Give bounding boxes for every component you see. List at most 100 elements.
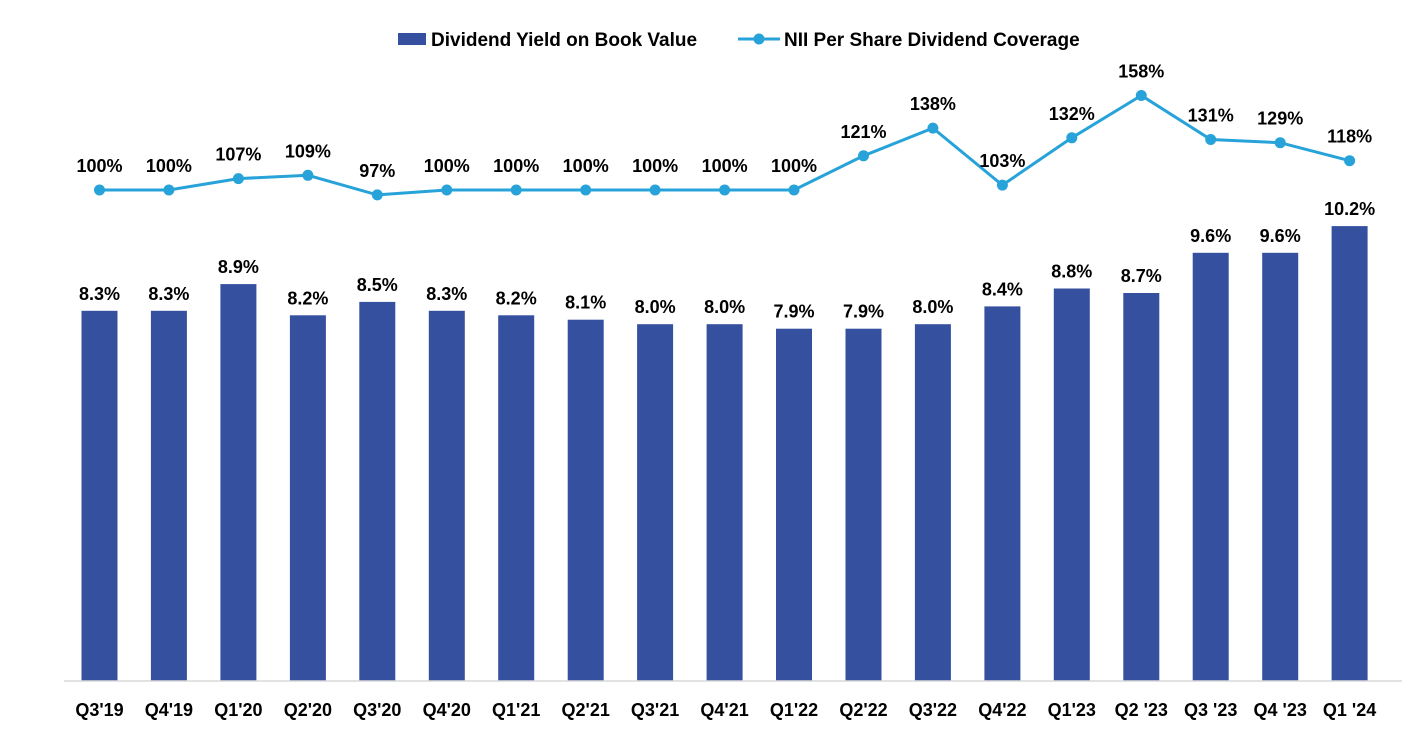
bar-11 — [845, 328, 882, 681]
line-label-17: 129% — [1257, 109, 1303, 129]
line-series — [94, 90, 1356, 201]
line-point-8 — [649, 184, 661, 196]
line-point-14 — [1066, 132, 1078, 144]
line-label-6: 100% — [493, 156, 539, 176]
bar-label-4: 8.5% — [357, 275, 398, 295]
legend-swatch-marker — [753, 33, 765, 45]
line-point-2 — [232, 173, 244, 185]
line-label-10: 100% — [771, 156, 817, 176]
bar-label-2: 8.9% — [218, 257, 259, 277]
bar-label-10: 7.9% — [773, 302, 814, 322]
bar-3 — [289, 315, 326, 681]
line-label-11: 121% — [840, 122, 886, 142]
line-point-16 — [1205, 134, 1217, 145]
bar-label-12: 8.0% — [912, 297, 953, 317]
bar-label-8: 8.0% — [635, 297, 676, 317]
bar-12 — [914, 324, 951, 681]
legend-swatch-bar — [398, 33, 426, 45]
x-tick-label-9: Q4'21 — [700, 700, 748, 720]
x-tick-label-10: Q1'22 — [770, 700, 818, 720]
bar-15 — [1123, 293, 1160, 681]
bar-1 — [150, 310, 187, 681]
x-tick-label-17: Q4 '23 — [1254, 700, 1307, 720]
bar-2 — [220, 284, 257, 681]
x-tick-label-7: Q2'21 — [562, 700, 610, 720]
x-tick-label-4: Q3'20 — [353, 700, 401, 720]
x-tick-label-0: Q3'19 — [75, 700, 123, 720]
bar-label-11: 7.9% — [843, 302, 884, 322]
line-point-7 — [580, 184, 592, 196]
line-label-15: 158% — [1118, 62, 1164, 82]
legend-label-nii-coverage: NII Per Share Dividend Coverage — [784, 30, 1080, 51]
line-point-5 — [441, 184, 453, 196]
line-data-labels: 100% 100% 107% 109% 97% 100% 100% 100% 100% 100% 1… — [76, 62, 1372, 181]
line-point-10 — [788, 184, 800, 196]
bar-data-labels: 8.3% 8.3% 8.9% 8.2% 8.5% 8.3% 8.2% 8.1% 8.0% 8.0%… — [79, 199, 1375, 322]
line-label-13: 103% — [979, 151, 1025, 171]
line-point-0 — [94, 184, 105, 196]
bar-label-5: 8.3% — [426, 284, 467, 304]
x-tick-label-6: Q1'21 — [492, 700, 540, 720]
line-label-2: 107% — [215, 145, 261, 165]
line-label-8: 100% — [632, 156, 678, 176]
line-point-12 — [927, 122, 939, 134]
line-point-1 — [163, 184, 175, 196]
line-label-16: 131% — [1188, 106, 1234, 126]
x-tick-label-2: Q1'20 — [214, 700, 262, 720]
bar-label-3: 8.2% — [287, 288, 328, 308]
bar-16 — [1192, 252, 1229, 682]
bar-label-18: 10.2% — [1324, 199, 1375, 219]
x-axis-tick-labels: Q3'19 Q4'19 Q1'20 Q2'20 Q3'20 Q4'20 Q1'21 Q2'21… — [75, 700, 1376, 720]
bar-17 — [1262, 252, 1299, 682]
bar-4 — [359, 301, 396, 681]
bar-label-14: 8.8% — [1051, 262, 1092, 282]
bar-label-0: 8.3% — [79, 284, 120, 304]
line-label-0: 100% — [76, 156, 122, 176]
legend: Dividend Yield on Book Value NII Per Sha… — [398, 30, 1080, 51]
line-label-9: 100% — [702, 156, 748, 176]
x-tick-label-16: Q3 '23 — [1184, 700, 1237, 720]
line-label-14: 132% — [1049, 104, 1095, 124]
line-point-13 — [996, 179, 1008, 191]
bar-label-9: 8.0% — [704, 297, 745, 317]
bar-label-1: 8.3% — [148, 284, 189, 304]
line-point-4 — [371, 189, 383, 201]
bar-18 — [1331, 226, 1368, 681]
bar-14 — [1053, 288, 1090, 681]
line-label-3: 109% — [285, 141, 331, 161]
line-point-18 — [1344, 155, 1356, 167]
line-point-6 — [510, 184, 522, 196]
line-label-7: 100% — [563, 156, 609, 176]
bar-label-7: 8.1% — [565, 293, 606, 313]
bar-7 — [567, 319, 604, 681]
x-tick-label-14: Q1'23 — [1048, 700, 1096, 720]
x-tick-label-18: Q1 '24 — [1323, 700, 1376, 720]
bar-9 — [706, 324, 743, 681]
bar-label-6: 8.2% — [496, 288, 537, 308]
bar-label-17: 9.6% — [1260, 226, 1301, 246]
line-point-9 — [719, 184, 731, 196]
bar-label-16: 9.6% — [1190, 226, 1231, 246]
bar-label-15: 8.7% — [1121, 266, 1162, 286]
x-tick-label-13: Q4'22 — [978, 700, 1026, 720]
x-tick-label-3: Q2'20 — [284, 700, 332, 720]
x-tick-label-12: Q3'22 — [909, 700, 957, 720]
line-label-18: 118% — [1327, 127, 1372, 147]
line-label-4: 97% — [359, 161, 395, 181]
bar-series — [81, 226, 1368, 682]
x-tick-label-11: Q2'22 — [839, 700, 887, 720]
bar-13 — [984, 306, 1021, 681]
line-label-5: 100% — [424, 156, 470, 176]
legend-label-dividend-yield: Dividend Yield on Book Value — [431, 30, 697, 51]
line-label-1: 100% — [146, 156, 192, 176]
line-point-3 — [302, 169, 314, 181]
x-tick-label-8: Q3'21 — [631, 700, 679, 720]
bar-10 — [776, 328, 812, 681]
line-point-11 — [858, 150, 869, 162]
bar-5 — [428, 310, 465, 681]
bar-label-13: 8.4% — [982, 279, 1023, 299]
bar-8 — [637, 324, 674, 681]
line-point-15 — [1135, 90, 1147, 101]
x-tick-label-1: Q4'19 — [145, 700, 193, 720]
